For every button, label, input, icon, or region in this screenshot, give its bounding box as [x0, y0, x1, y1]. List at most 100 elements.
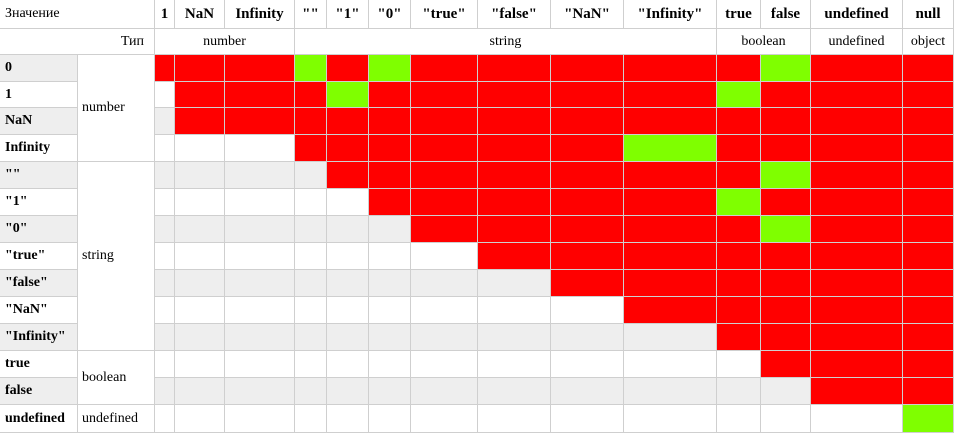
- equal-cell: [327, 82, 369, 108]
- empty-cell: [327, 324, 369, 351]
- equal-cell: [369, 55, 411, 82]
- not-equal-cell: [903, 108, 954, 135]
- empty-cell: [155, 297, 175, 324]
- empty-cell: [551, 405, 624, 433]
- column-header: "false": [478, 0, 551, 29]
- row-label: undefined: [0, 405, 78, 433]
- empty-cell: [811, 405, 903, 433]
- not-equal-cell: [903, 162, 954, 189]
- not-equal-cell: [551, 189, 624, 216]
- not-equal-cell: [903, 243, 954, 270]
- not-equal-cell: [175, 82, 225, 108]
- row-label: false: [0, 378, 78, 405]
- empty-cell: [327, 189, 369, 216]
- not-equal-cell: [369, 82, 411, 108]
- not-equal-cell: [903, 189, 954, 216]
- not-equal-cell: [717, 243, 761, 270]
- empty-cell: [155, 243, 175, 270]
- not-equal-cell: [551, 243, 624, 270]
- not-equal-cell: [811, 108, 903, 135]
- row-label: "false": [0, 270, 78, 297]
- not-equal-cell: [551, 135, 624, 162]
- empty-cell: [295, 405, 327, 433]
- not-equal-cell: [225, 82, 295, 108]
- empty-cell: [717, 378, 761, 405]
- not-equal-cell: [369, 135, 411, 162]
- empty-cell: [155, 135, 175, 162]
- not-equal-cell: [903, 216, 954, 243]
- empty-cell: [369, 270, 411, 297]
- not-equal-cell: [811, 189, 903, 216]
- not-equal-cell: [175, 108, 225, 135]
- column-header: 1: [155, 0, 175, 29]
- not-equal-cell: [717, 135, 761, 162]
- not-equal-cell: [811, 324, 903, 351]
- equal-cell: [624, 135, 717, 162]
- empty-cell: [624, 405, 717, 433]
- not-equal-cell: [225, 55, 295, 82]
- row-type-group: number: [78, 55, 155, 162]
- column-type-header: object: [903, 29, 954, 55]
- empty-cell: [327, 297, 369, 324]
- not-equal-cell: [624, 216, 717, 243]
- not-equal-cell: [717, 55, 761, 82]
- not-equal-cell: [811, 351, 903, 378]
- empty-cell: [225, 297, 295, 324]
- equal-cell: [761, 162, 811, 189]
- not-equal-cell: [761, 135, 811, 162]
- not-equal-cell: [761, 82, 811, 108]
- equal-cell: [761, 55, 811, 82]
- not-equal-cell: [903, 135, 954, 162]
- not-equal-cell: [624, 55, 717, 82]
- not-equal-cell: [478, 55, 551, 82]
- empty-cell: [551, 324, 624, 351]
- not-equal-cell: [478, 162, 551, 189]
- empty-cell: [327, 351, 369, 378]
- not-equal-cell: [761, 324, 811, 351]
- empty-cell: [175, 270, 225, 297]
- row-label: "Infinity": [0, 324, 78, 351]
- row-label: "0": [0, 216, 78, 243]
- empty-cell: [551, 297, 624, 324]
- empty-cell: [369, 405, 411, 433]
- empty-cell: [175, 162, 225, 189]
- column-header: Infinity: [225, 0, 295, 29]
- empty-cell: [369, 378, 411, 405]
- column-type-header: undefined: [811, 29, 903, 55]
- not-equal-cell: [811, 297, 903, 324]
- empty-cell: [369, 243, 411, 270]
- empty-cell: [327, 405, 369, 433]
- empty-cell: [175, 243, 225, 270]
- not-equal-cell: [811, 243, 903, 270]
- empty-cell: [478, 351, 551, 378]
- empty-cell: [155, 405, 175, 433]
- empty-cell: [155, 324, 175, 351]
- row-label: "true": [0, 243, 78, 270]
- empty-cell: [478, 270, 551, 297]
- not-equal-cell: [761, 189, 811, 216]
- empty-cell: [225, 216, 295, 243]
- not-equal-cell: [551, 55, 624, 82]
- column-header: NaN: [175, 0, 225, 29]
- empty-cell: [761, 405, 811, 433]
- empty-cell: [411, 324, 478, 351]
- column-header: "": [295, 0, 327, 29]
- empty-cell: [225, 135, 295, 162]
- not-equal-cell: [624, 270, 717, 297]
- empty-cell: [551, 378, 624, 405]
- not-equal-cell: [624, 162, 717, 189]
- empty-cell: [327, 378, 369, 405]
- not-equal-cell: [761, 243, 811, 270]
- not-equal-cell: [155, 55, 175, 82]
- empty-cell: [175, 378, 225, 405]
- not-equal-cell: [624, 82, 717, 108]
- empty-cell: [225, 243, 295, 270]
- column-header: null: [903, 0, 954, 29]
- not-equal-cell: [411, 108, 478, 135]
- not-equal-cell: [175, 55, 225, 82]
- not-equal-cell: [624, 243, 717, 270]
- not-equal-cell: [761, 351, 811, 378]
- empty-cell: [225, 189, 295, 216]
- not-equal-cell: [295, 82, 327, 108]
- empty-cell: [411, 270, 478, 297]
